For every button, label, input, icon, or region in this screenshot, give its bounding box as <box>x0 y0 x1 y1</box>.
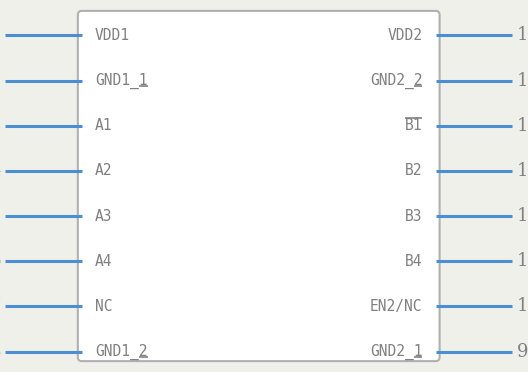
Text: 15: 15 <box>516 71 528 90</box>
Text: A4: A4 <box>95 254 112 269</box>
Text: 4: 4 <box>0 162 1 180</box>
Text: 2: 2 <box>0 71 1 90</box>
Text: 16: 16 <box>516 26 528 44</box>
Text: GND2_1: GND2_1 <box>370 343 422 360</box>
Text: B1: B1 <box>405 118 422 133</box>
Text: 13: 13 <box>516 162 528 180</box>
Text: VDD2: VDD2 <box>388 28 422 43</box>
Text: 10: 10 <box>516 297 528 315</box>
Text: 5: 5 <box>0 207 1 225</box>
Text: 9: 9 <box>516 343 528 360</box>
Text: 1: 1 <box>0 26 1 44</box>
Text: 3: 3 <box>0 117 1 135</box>
Text: B2: B2 <box>405 163 422 178</box>
Text: A3: A3 <box>95 209 112 224</box>
Text: B4: B4 <box>405 254 422 269</box>
Text: B3: B3 <box>405 209 422 224</box>
Text: 11: 11 <box>516 252 528 270</box>
Text: VDD1: VDD1 <box>95 28 130 43</box>
Text: A2: A2 <box>95 163 112 178</box>
Text: 8: 8 <box>0 343 1 360</box>
Text: GND1_1: GND1_1 <box>95 73 147 89</box>
Text: 6: 6 <box>0 252 1 270</box>
Text: 7: 7 <box>0 297 1 315</box>
Text: 14: 14 <box>516 117 528 135</box>
Text: EN2/NC: EN2/NC <box>370 299 422 314</box>
Text: A1: A1 <box>95 118 112 133</box>
Text: NC: NC <box>95 299 112 314</box>
Text: GND1_2: GND1_2 <box>95 343 147 360</box>
FancyBboxPatch shape <box>78 11 440 361</box>
Text: 12: 12 <box>516 207 528 225</box>
Text: GND2_2: GND2_2 <box>370 73 422 89</box>
